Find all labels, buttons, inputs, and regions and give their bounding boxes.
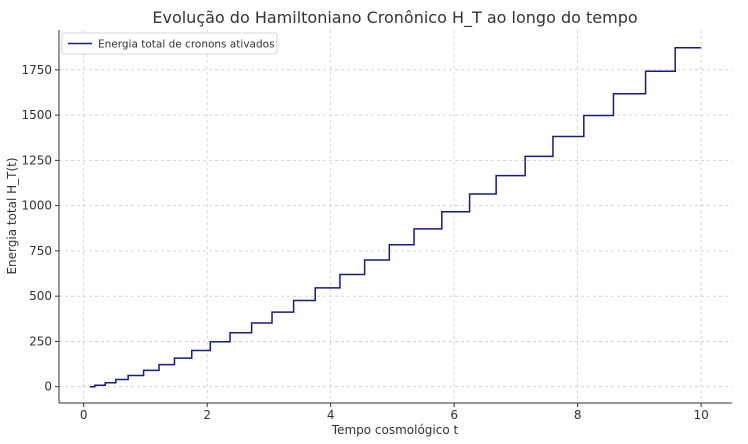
- x-tick-label: 10: [693, 408, 708, 422]
- x-tick-label: 4: [327, 408, 335, 422]
- y-tick-label: 1750: [21, 63, 52, 77]
- legend-box: [61, 32, 278, 55]
- series-layer: [89, 46, 702, 388]
- series-line: [89, 46, 702, 388]
- y-tick-label: 250: [29, 334, 52, 348]
- y-tick-label: 750: [29, 244, 52, 258]
- y-tick-label: 1500: [21, 108, 52, 122]
- x-tick-label: 2: [203, 408, 211, 422]
- x-tick-label: 0: [80, 408, 88, 422]
- grid-lines: [59, 30, 732, 403]
- y-tick-label: 500: [29, 289, 52, 303]
- x-axis-label: Tempo cosmológico t: [331, 423, 459, 437]
- x-tick-label: 8: [574, 408, 582, 422]
- y-tick-label: 0: [44, 380, 52, 394]
- chart-title: Evolução do Hamiltoniano Cronônico H_T a…: [152, 8, 637, 28]
- y-tick-label: 1000: [21, 199, 52, 213]
- y-axis-label: Energia total H_T(t): [5, 157, 19, 274]
- axes: 0 2 4 6 8 10 0 250 500 750 1000 1250 1500 1750: [21, 30, 732, 422]
- legend-label: Energia total de cronons ativados: [98, 39, 275, 51]
- y-tick-label: 1250: [21, 153, 52, 167]
- legend: Energia total de cronons ativados: [61, 32, 278, 55]
- x-tick-label: 6: [450, 408, 458, 422]
